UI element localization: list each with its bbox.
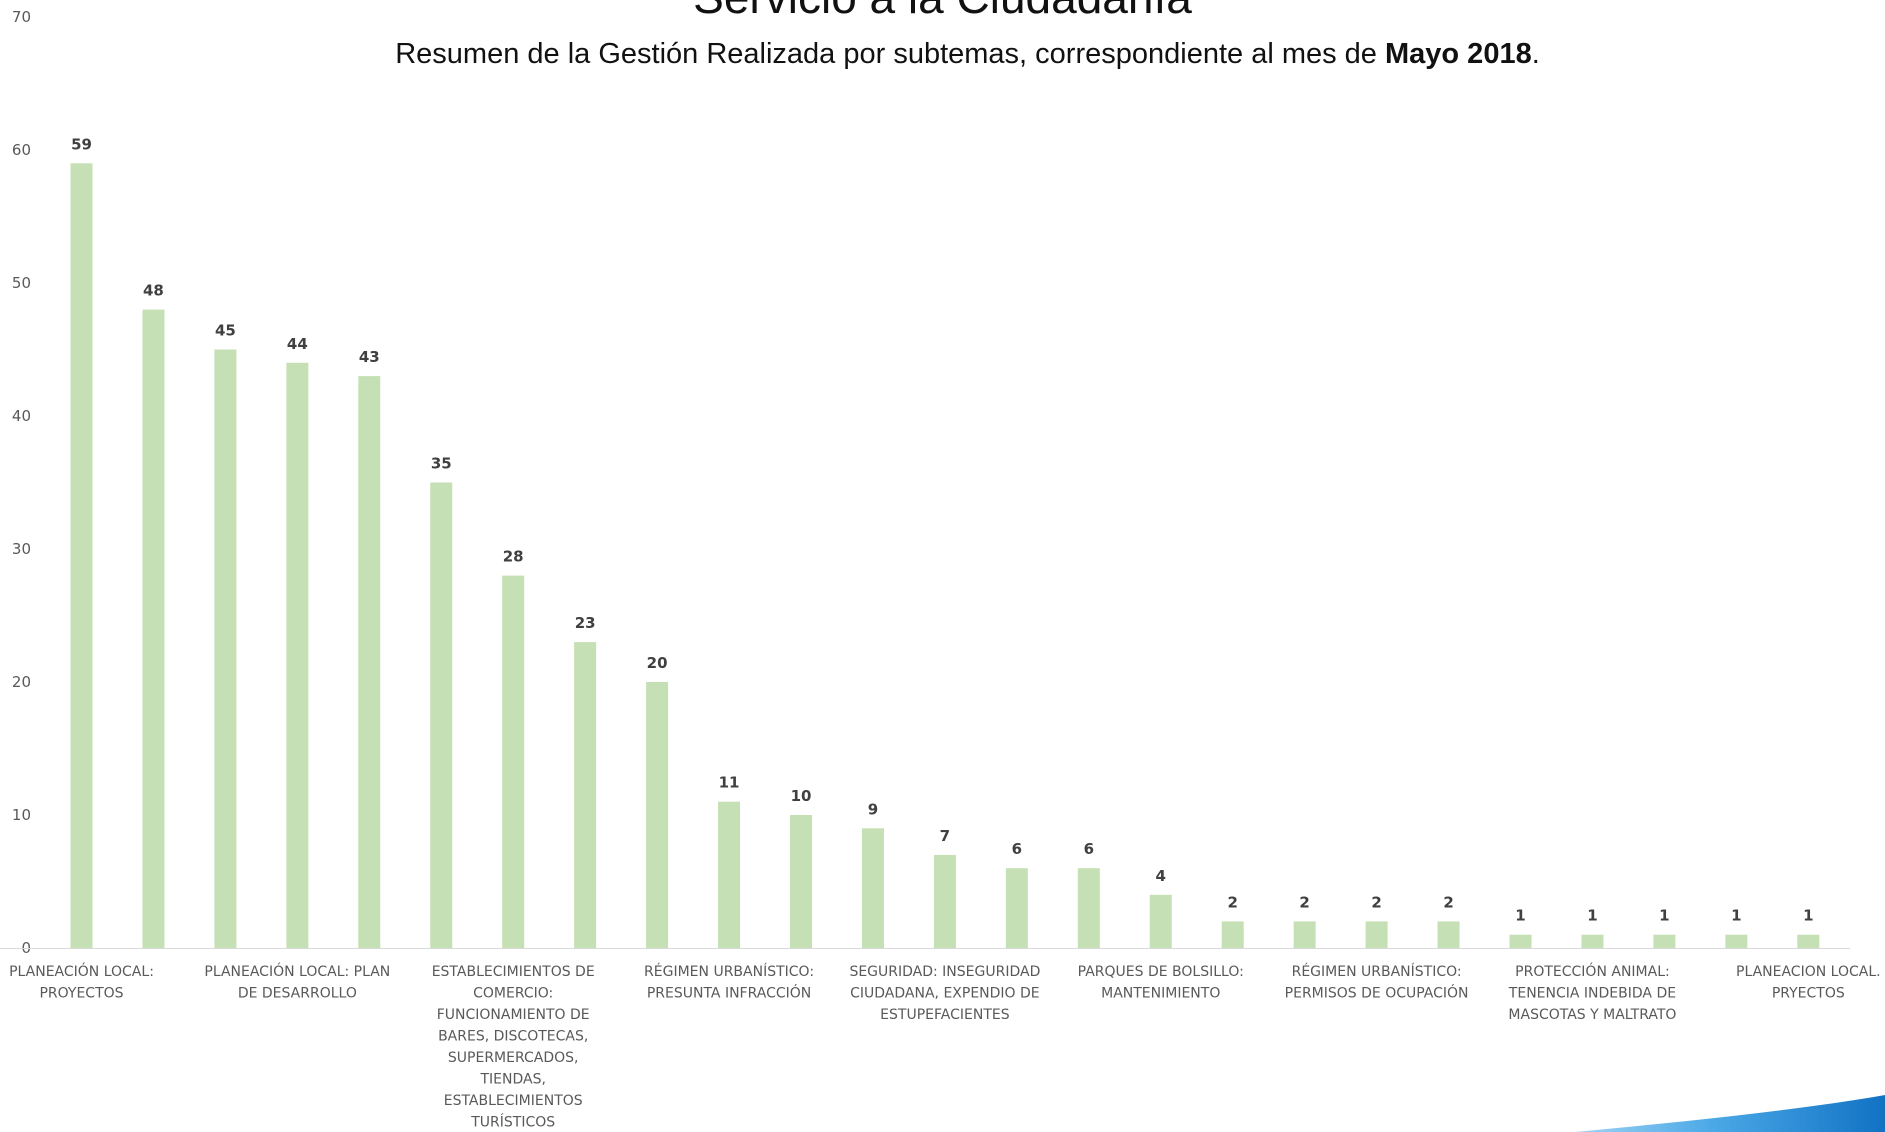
y-tick-label: 70 <box>12 8 31 26</box>
bar <box>70 163 93 949</box>
data-label: 35 <box>431 455 452 473</box>
data-label: 11 <box>719 774 740 792</box>
data-label: 1 <box>1659 907 1669 925</box>
chart-subtitle: Resumen de la Gestión Realizada por subt… <box>0 38 1885 71</box>
bar <box>1077 868 1100 948</box>
data-label: 23 <box>575 614 596 632</box>
data-label: 20 <box>647 654 668 672</box>
bar <box>1437 921 1460 948</box>
data-label: 6 <box>1084 840 1094 858</box>
data-label: 45 <box>215 322 236 340</box>
bar <box>1221 921 1244 948</box>
x-tick-label: PLANEACION LOCAL. PRYECTOS <box>1736 964 1881 1002</box>
data-label: 9 <box>868 800 878 818</box>
bar <box>1581 934 1604 948</box>
y-tick-label: 30 <box>12 540 31 558</box>
subtitle-prefix: Resumen de la Gestión Realizada por subt… <box>395 38 1385 70</box>
x-tick-label: PARQUES DE BOLSILLO: MANTENIMIENTO <box>1078 964 1244 1002</box>
x-tick-label: PROTECCIÓN ANIMAL: TENENCIA INDEBIDA DE MA… <box>1508 962 1677 1023</box>
data-label: 6 <box>1012 840 1022 858</box>
data-label: 4 <box>1156 867 1166 885</box>
y-tick-label: 50 <box>12 274 31 292</box>
y-tick-label: 40 <box>12 407 31 425</box>
bar-series <box>70 163 1820 949</box>
data-label: 44 <box>287 335 308 353</box>
bar <box>933 854 956 948</box>
data-label: 1 <box>1587 907 1597 925</box>
bar <box>790 815 812 948</box>
x-tick-label: PLANEACIÓN LOCAL: PLAN DE DESARROLLO <box>204 962 390 1002</box>
subtitle-month: Mayo 2018 <box>1385 38 1532 70</box>
bar <box>574 642 597 948</box>
x-tick-label: PLANEACIÓN LOCAL: PROYECTOS <box>9 962 154 1002</box>
bar <box>1005 868 1028 948</box>
data-label: 43 <box>359 348 380 366</box>
data-label: 2 <box>1227 893 1237 911</box>
data-label: 28 <box>503 548 524 566</box>
data-label: 1 <box>1731 907 1741 925</box>
bar <box>1797 934 1820 948</box>
bar <box>1725 934 1748 948</box>
bar <box>1293 921 1316 948</box>
data-label: 2 <box>1299 893 1309 911</box>
x-tick-label: ESTABLECIMIENTOS DE COMERCIO: FUNCIONAMIEN… <box>432 964 595 1131</box>
bar <box>142 309 165 949</box>
x-tick-label: RÉGIMEN URBANÍSTICO: PRESUNTA INFRACCIÓN <box>644 963 814 1002</box>
subtitle-suffix: . <box>1531 38 1540 70</box>
bar <box>502 575 525 948</box>
bar <box>1365 921 1388 948</box>
y-tick-label: 20 <box>12 673 31 691</box>
data-label: 2 <box>1371 893 1381 911</box>
bar <box>718 801 741 948</box>
bar <box>358 376 381 949</box>
bar <box>1653 934 1676 948</box>
data-label: 10 <box>791 787 812 805</box>
data-label: 59 <box>71 135 92 153</box>
x-tick-label: RÉGIMEN URBANÍSTICO: PERMISOS DE OCUPACIÓ… <box>1285 963 1469 1002</box>
decorative-swoosh <box>1575 1095 1885 1132</box>
x-tick-label: SEGURIDAD: INSEGURIDAD CIUDADANA, EXPENDI… <box>849 964 1040 1023</box>
bar <box>1509 934 1532 948</box>
bar <box>286 362 309 948</box>
data-label: 7 <box>940 827 950 845</box>
chart-title: Servicio a la Ciudadanía <box>0 0 1885 24</box>
data-label: 1 <box>1803 907 1813 925</box>
bar <box>430 482 453 948</box>
y-tick-label: 60 <box>12 141 31 159</box>
y-tick-label: 10 <box>12 806 31 824</box>
bar <box>646 682 669 948</box>
data-label: 1 <box>1515 907 1525 925</box>
data-label: 2 <box>1443 893 1453 911</box>
bar <box>214 349 237 948</box>
bar <box>1149 894 1172 948</box>
x-axis-labels: PLANEACIÓN LOCAL: PROYECTOS PLANEACIÓN LOC… <box>9 962 1880 1131</box>
bar <box>861 828 884 948</box>
data-label: 48 <box>143 282 164 300</box>
